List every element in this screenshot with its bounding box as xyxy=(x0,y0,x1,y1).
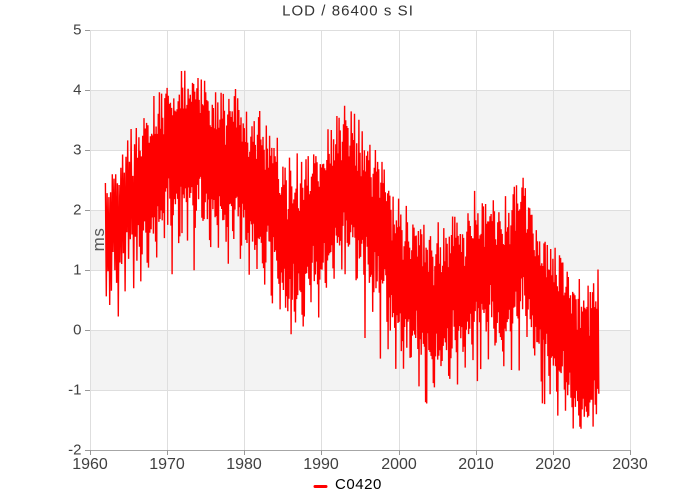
svg-text:3: 3 xyxy=(73,142,81,159)
svg-text:-1: -1 xyxy=(68,382,81,399)
svg-text:4: 4 xyxy=(73,82,81,99)
svg-text:2010: 2010 xyxy=(458,456,494,473)
svg-text:1970: 1970 xyxy=(149,456,185,473)
svg-text:0: 0 xyxy=(73,322,81,339)
svg-text:2030: 2030 xyxy=(612,456,648,473)
svg-text:1990: 1990 xyxy=(303,456,339,473)
svg-text:1960: 1960 xyxy=(72,456,108,473)
svg-text:ms: ms xyxy=(89,228,108,252)
svg-text:1980: 1980 xyxy=(226,456,262,473)
svg-text:5: 5 xyxy=(73,22,81,39)
svg-text:LOD / 86400 s SI: LOD / 86400 s SI xyxy=(282,3,414,20)
svg-text:2000: 2000 xyxy=(381,456,417,473)
svg-text:C0420: C0420 xyxy=(335,476,382,493)
svg-text:2020: 2020 xyxy=(535,456,571,473)
svg-text:1: 1 xyxy=(73,262,81,279)
svg-text:2: 2 xyxy=(73,202,81,219)
svg-text:-2: -2 xyxy=(68,442,81,459)
